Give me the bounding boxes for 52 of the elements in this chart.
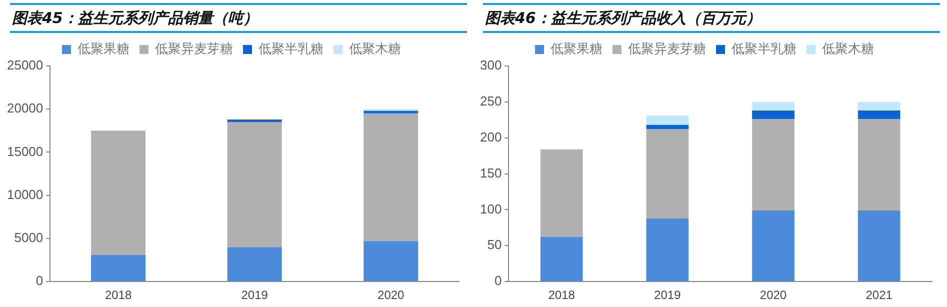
x-tick-label: 2020 [378,288,405,302]
chart-title: 图表45：益生元系列产品销量（吨） [10,3,467,33]
bar [540,149,583,238]
bar [752,102,794,111]
bar [91,130,146,255]
bar [364,110,418,114]
bar [91,254,146,282]
bar [646,116,689,125]
legend-label: 低聚果糖 [78,41,130,56]
bar [646,129,689,218]
legend-label: 低聚果糖 [550,41,602,56]
y-tick-label: 150 [480,165,502,180]
y-tick-label: 25000 [6,58,44,73]
y-tick-label: 0 [36,273,44,288]
legend-label: 低聚异麦芽糖 [155,41,233,56]
y-tick-label: 5000 [14,230,44,246]
legend-label: 低聚异麦芽糖 [628,41,706,56]
legend-label: 低聚半乳糖 [732,41,796,56]
bar [858,119,900,210]
x-tick-label: 2019 [654,288,682,302]
bar [752,210,794,282]
bar [227,122,282,248]
x-tick-label: 2018 [548,288,576,302]
chart-title: 图表46：益生元系列产品收入（百万元） [483,3,940,33]
bar [752,119,794,210]
bar [227,119,282,122]
legend-label: 低聚木糖 [349,41,401,56]
bar [858,210,900,282]
y-tick-label: 50 [487,237,502,252]
y-tick-label: 200 [480,129,502,144]
bar [364,113,418,242]
y-tick-label: 100 [480,201,502,216]
legend-label: 低聚木糖 [822,41,874,56]
y-tick-label: 300 [480,58,502,73]
x-tick-label: 2020 [760,288,787,302]
bar [858,110,900,120]
y-tick-label: 250 [480,94,502,109]
bar [646,218,689,282]
bar [227,247,282,282]
bar [646,124,689,130]
y-tick-label: 10000 [6,186,44,202]
bar [540,237,583,282]
x-tick-label: 2019 [241,288,268,302]
y-tick-label: 20000 [6,100,44,116]
x-tick-label: 2021 [866,288,893,302]
x-tick-label: 2018 [104,288,132,302]
bar [752,110,794,120]
bar [364,241,418,282]
y-tick-label: 0 [494,273,502,288]
y-tick-label: 15000 [6,144,44,159]
legend-label: 低聚半乳糖 [258,41,324,56]
bar [858,102,900,111]
